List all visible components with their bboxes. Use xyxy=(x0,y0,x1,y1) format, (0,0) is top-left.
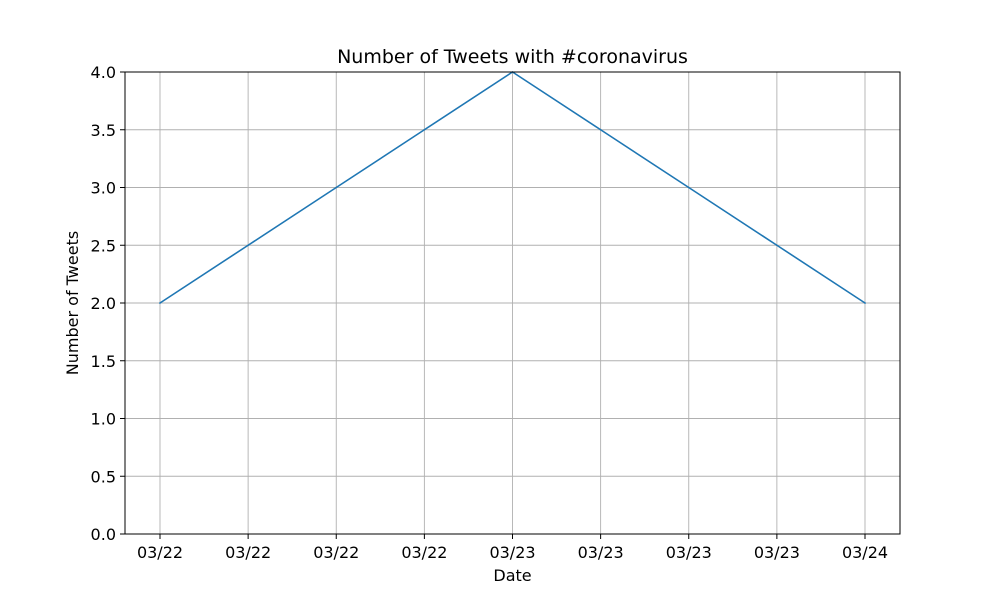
x-tick-label: 03/24 xyxy=(842,543,888,562)
y-tick-label: 4.0 xyxy=(91,63,116,82)
y-axis-title: Number of Tweets xyxy=(63,231,82,375)
data-point xyxy=(247,244,249,247)
x-tick-label: 03/23 xyxy=(666,543,712,562)
data-point xyxy=(687,186,690,189)
y-axis: 0.0 0.5 1.0 1.5 2.0 2.5 3.0 3.5 4.0 xyxy=(91,63,125,544)
data-point xyxy=(776,244,778,247)
y-tick-label: 3.5 xyxy=(91,121,116,140)
y-tick-label: 0.5 xyxy=(91,467,116,486)
data-point xyxy=(423,128,426,131)
y-tick-label: 2.5 xyxy=(91,236,116,255)
x-tick-label: 03/22 xyxy=(313,543,359,562)
grid-lines xyxy=(125,71,900,535)
x-tick-label: 03/23 xyxy=(578,543,624,562)
y-tick-label: 1.5 xyxy=(91,352,116,371)
y-tick-label: 0.0 xyxy=(91,525,116,544)
x-axis: 03/22 03/22 03/22 03/22 03/23 03/23 03/23 03/23… xyxy=(137,534,888,562)
chart-title: Number of Tweets with #coronavirus xyxy=(337,46,688,68)
data-point xyxy=(335,186,338,189)
x-tick-label: 03/22 xyxy=(401,543,447,562)
y-tick-label: 2.0 xyxy=(91,294,116,313)
x-tick-label: 03/23 xyxy=(754,543,800,562)
data-point xyxy=(864,302,866,304)
x-axis-title: Date xyxy=(493,566,531,585)
x-tick-label: 03/22 xyxy=(225,543,271,562)
y-tick-label: 1.0 xyxy=(91,410,116,429)
x-tick-label: 03/22 xyxy=(137,543,183,562)
x-tick-label: 03/23 xyxy=(489,543,535,562)
y-tick-label: 3.0 xyxy=(91,179,116,198)
data-point xyxy=(599,128,602,131)
data-point xyxy=(159,302,161,304)
